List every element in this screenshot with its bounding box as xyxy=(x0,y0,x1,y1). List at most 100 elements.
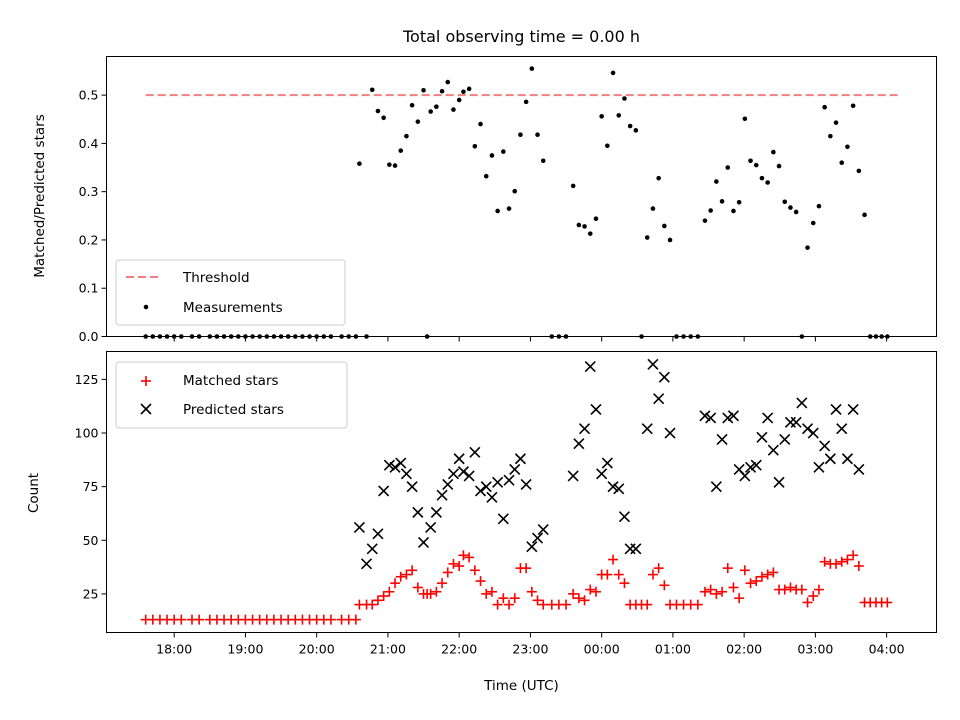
matched-legend-marker xyxy=(141,376,151,386)
matched-point xyxy=(602,569,613,580)
bottom-y-tick-label: 50 xyxy=(83,533,99,548)
matched-point xyxy=(808,591,819,602)
matched-point xyxy=(568,588,579,599)
bottom-x-tick-label: 20:00 xyxy=(299,642,335,657)
measurement-point xyxy=(415,119,421,124)
predicted-point xyxy=(584,360,596,373)
bottom-legend-box xyxy=(115,361,348,429)
matched-point xyxy=(498,593,509,604)
measurements-legend-label: Measurements xyxy=(183,300,283,316)
predicted-point xyxy=(400,468,413,480)
predicted-point xyxy=(847,403,859,415)
predicted-point xyxy=(607,481,619,493)
measurement-point xyxy=(662,223,667,229)
predicted-point xyxy=(767,444,779,456)
measurement-point xyxy=(810,220,816,226)
predicted-point xyxy=(372,528,384,540)
measurement-point xyxy=(523,99,529,105)
predicted-point xyxy=(360,558,373,570)
matched-point xyxy=(194,614,205,625)
bottom-plot-frame xyxy=(106,351,937,633)
predicted-point xyxy=(573,438,585,450)
matched-point xyxy=(532,595,543,606)
matched-point xyxy=(734,593,745,604)
matched-point xyxy=(836,556,847,567)
matched-point xyxy=(395,571,406,582)
predicted-point xyxy=(705,412,717,424)
predicted-legend-marker xyxy=(140,403,152,415)
predicted-point xyxy=(813,461,825,473)
measurement-point xyxy=(398,148,404,153)
measurement-point xyxy=(461,89,466,95)
matched-point xyxy=(372,595,383,606)
predicted-point xyxy=(836,423,848,435)
measurement-point xyxy=(702,218,708,223)
matched-point xyxy=(768,567,779,578)
matched-point xyxy=(590,586,601,597)
measurement-point xyxy=(753,162,759,168)
predicted-point xyxy=(389,461,401,473)
predicted-point xyxy=(486,491,498,503)
predicted-point xyxy=(480,481,492,493)
predicted-point xyxy=(601,457,613,469)
matched-point xyxy=(711,588,722,599)
measurement-point xyxy=(392,163,398,168)
measurement-point xyxy=(833,120,839,125)
top-y-tick-label: 0.3 xyxy=(79,184,99,199)
predicted-point xyxy=(447,468,460,480)
top-y-tick-label: 0.2 xyxy=(79,232,99,247)
measurement-point xyxy=(535,132,540,138)
matched-point xyxy=(779,584,790,595)
bottom-x-tick-label: 04:00 xyxy=(869,642,905,657)
matched-point xyxy=(384,586,395,597)
measurement-point xyxy=(771,149,776,155)
measurement-point xyxy=(667,237,673,243)
matched-point xyxy=(785,582,796,593)
matched-point xyxy=(176,614,187,625)
predicted-point xyxy=(744,461,757,473)
bottom-x-tick-label: 23:00 xyxy=(512,642,548,657)
matched-point xyxy=(448,558,459,569)
bottom-x-tick-label: 22:00 xyxy=(441,642,477,657)
measurement-points xyxy=(143,66,890,339)
predicted-point xyxy=(790,416,802,428)
measurement-point xyxy=(529,66,535,71)
matched-point xyxy=(350,614,361,625)
predicted-point xyxy=(773,476,785,488)
predicted-point xyxy=(412,506,424,518)
x-axis-label: Time (UTC) xyxy=(483,678,559,694)
matched-point xyxy=(325,614,336,625)
matched-point xyxy=(538,599,549,610)
top-panel: Total observing time = 0.00 h Matched/Pr… xyxy=(32,27,937,344)
threshold-legend-label: Threshold xyxy=(182,270,250,286)
predicted-point xyxy=(531,532,544,544)
predicted-point xyxy=(699,410,711,422)
measurement-point xyxy=(828,133,833,139)
matched-point xyxy=(492,599,503,610)
measurement-point xyxy=(599,114,604,119)
top-y-ticks: 0.0 0.1 0.2 0.3 0.4 0.5 xyxy=(79,88,107,344)
predicted-point xyxy=(841,453,854,465)
predicted-point xyxy=(664,427,676,439)
bottom-panel: Count Time (UTC) 25 50 75 100 125 18:00 19:00… xyxy=(26,351,937,694)
matched-point xyxy=(659,580,670,591)
matched-point xyxy=(504,599,515,610)
top-legend-box xyxy=(115,259,346,326)
measurement-point xyxy=(506,206,512,211)
predicted-point xyxy=(727,410,740,422)
measurement-point xyxy=(816,203,822,209)
measurement-point xyxy=(472,143,478,149)
predicted-point xyxy=(710,481,722,493)
measurement-point xyxy=(445,79,451,85)
bottom-legend: Matched stars Predicted stars xyxy=(115,361,348,429)
matched-point xyxy=(619,578,630,589)
measurement-point xyxy=(501,149,506,154)
bottom-y-ticks: 25 50 75 100 125 xyxy=(75,372,107,601)
predicted-point xyxy=(613,483,625,495)
measurement-point xyxy=(862,212,867,218)
matched-point xyxy=(642,599,653,610)
predicted-point xyxy=(824,453,836,465)
matched-point xyxy=(481,588,492,599)
measurement-point xyxy=(593,216,599,222)
